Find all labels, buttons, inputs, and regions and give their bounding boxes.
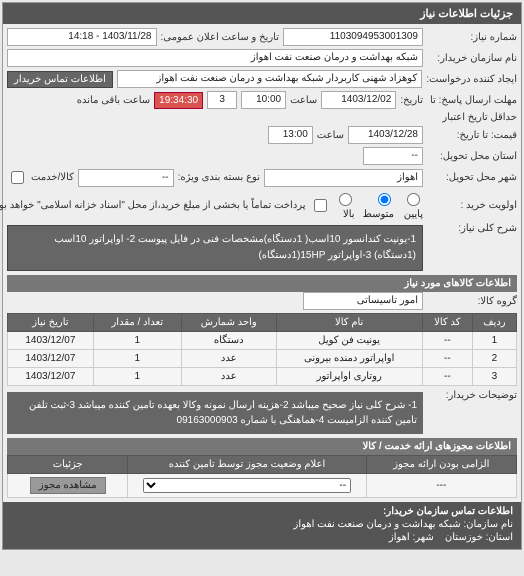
validity-label: حداقل تاریخ اعتبار — [427, 112, 517, 123]
table-cell: 1403/12/07 — [8, 332, 94, 350]
table-row: 2--اواپراتور دمنده بیرونیعدد11403/12/07 — [8, 350, 517, 368]
pcol-2: جزئیات — [8, 456, 128, 474]
permits-header-row: الزامی بودن ارائه مجوز اعلام وضعیت مجوز … — [8, 456, 517, 474]
delivery-city-label: شهر محل تحویل: — [427, 172, 517, 183]
package-value: -- — [78, 169, 174, 187]
validity-date: 1403/12/28 — [348, 126, 423, 144]
form-area: شماره نیاز: 1103094953001309 تاریخ و ساع… — [3, 24, 521, 502]
requester-value: کوهزاد شهنی کاربردار شبکه بهداشت و درمان… — [117, 70, 422, 88]
delivery-city: اهواز — [264, 169, 423, 187]
shipping-label: کالا/خدمت — [31, 172, 74, 183]
table-cell: عدد — [181, 368, 276, 386]
desc-label: شرح کلی نیاز: — [427, 223, 517, 234]
table-cell: 1 — [93, 350, 181, 368]
goods-table: ردیف کد کالا نام کالا واحد شمارش تعداد /… — [7, 313, 517, 386]
priority-low-radio[interactable] — [407, 193, 420, 206]
permits-table: الزامی بودن ارائه مجوز اعلام وضعیت مجوز … — [7, 455, 517, 498]
col-row: ردیف — [472, 314, 516, 332]
table-cell: روتاری اواپراتور — [276, 368, 422, 386]
footer-org: شبکه بهداشت و درمان صنعت نفت اهواز — [294, 519, 461, 530]
buyer-org-value: شبکه بهداشت و درمان صنعت نفت اهواز — [7, 49, 423, 67]
delivery-province-label: استان محل تحویل: — [427, 151, 517, 162]
deadline-date-label: تاریخ: — [400, 95, 423, 106]
table-cell: اواپراتور دمنده بیرونی — [276, 350, 422, 368]
package-label: نوع بسته بندی ویژه: — [178, 172, 260, 183]
buyer-org-label: نام سازمان خریدار: — [427, 53, 517, 64]
pub-time-value: 1403/11/28 - 14:18 — [7, 28, 157, 46]
group-label: گروه کالا: — [427, 296, 517, 307]
deadline-time: 10:00 — [241, 91, 286, 109]
notes-text: 1- شرح کلی نیاز صحیح میباشد 2-هزینه ارسا… — [7, 392, 423, 434]
goods-section-title: اطلاعات کالاهای مورد نیاز — [7, 275, 517, 292]
table-cell: دستگاه — [181, 332, 276, 350]
main-panel: جزئیات اطلاعات نیاز شماره نیاز: 11030949… — [2, 2, 522, 550]
permit-cell-2: مشاهده مجوز — [8, 474, 128, 498]
pcol-0: الزامی بودن ارائه مجوز — [366, 456, 516, 474]
footer-org-label: نام سازمان: — [463, 519, 513, 530]
col-name: نام کالا — [276, 314, 422, 332]
pcol-1: اعلام وضعیت مجوز توسط تامین کننده — [128, 456, 366, 474]
payment-checkbox[interactable] — [314, 199, 327, 212]
permit-status-select[interactable]: -- — [143, 478, 351, 493]
validity-to-label: قیمت: تا تاریخ: — [427, 130, 517, 141]
group-value: امور تاسیساتی — [303, 292, 423, 310]
footer-province-label: استان: — [486, 532, 513, 543]
time-label-1: ساعت — [290, 95, 317, 106]
contact-button[interactable]: اطلاعات تماس خریدار — [7, 71, 113, 88]
permit-cell-1: -- — [128, 474, 366, 498]
col-qty: تعداد / مقدار — [93, 314, 181, 332]
table-cell: یونیت فن کویل — [276, 332, 422, 350]
deadline-label: مهلت ارسال پاسخ: تا — [427, 95, 517, 106]
footer-city: اهواز — [389, 532, 410, 543]
time-label-2: ساعت — [317, 130, 344, 141]
footer-province: خوزستان — [445, 532, 483, 543]
col-date: تاریخ نیاز — [8, 314, 94, 332]
priority-group: پایین متوسط بالا — [334, 190, 423, 220]
validity-time: 13:00 — [268, 126, 313, 144]
table-cell: 1 — [93, 368, 181, 386]
req-no-label: شماره نیاز: — [427, 32, 517, 43]
table-row: 3--روتاری اواپراتورعدد11403/12/07 — [8, 368, 517, 386]
col-unit: واحد شمارش — [181, 314, 276, 332]
priority-mid-radio[interactable] — [378, 193, 391, 206]
payment-note: پرداخت تماماً یا بخشی از مبلغ خرید،از مح… — [0, 200, 306, 211]
desc-value: 1-یونیت کندانسور 10اسب( 1دستگاه)مشخصات ف… — [7, 225, 423, 271]
goods-header-row: ردیف کد کالا نام کالا واحد شمارش تعداد /… — [8, 314, 517, 332]
footer-section: اطلاعات تماس سازمان خریدار: — [11, 506, 513, 517]
notes-label: توضیحات خریدار: — [427, 390, 517, 401]
table-cell: 1 — [93, 332, 181, 350]
table-cell: 1403/12/07 — [8, 368, 94, 386]
table-cell: -- — [422, 332, 472, 350]
view-permit-button[interactable]: مشاهده مجوز — [30, 477, 106, 494]
table-row: 1--یونیت فن کویلدستگاه11403/12/07 — [8, 332, 517, 350]
countdown-time: 19:34:30 — [154, 92, 203, 109]
permit-row: --- -- مشاهده مجوز — [8, 474, 517, 498]
deadline-date: 1403/12/02 — [321, 91, 396, 109]
footer-city-label: شهر: — [412, 532, 433, 543]
table-cell: -- — [422, 350, 472, 368]
priority-high-radio[interactable] — [339, 193, 352, 206]
req-no-value: 1103094953001309 — [283, 28, 423, 46]
panel-title: جزئیات اطلاعات نیاز — [3, 3, 521, 24]
countdown-days: 3 — [207, 91, 237, 109]
shipping-checkbox[interactable] — [11, 171, 24, 184]
table-cell: 1 — [472, 332, 516, 350]
priority-label: اولویت خرید : — [427, 200, 517, 211]
table-cell: -- — [422, 368, 472, 386]
priority-low[interactable]: پایین — [402, 190, 423, 220]
priority-high[interactable]: بالا — [334, 190, 355, 220]
pub-time-label: تاریخ و ساعت اعلان عمومی: — [161, 32, 280, 43]
table-cell: 1403/12/07 — [8, 350, 94, 368]
permits-section-title: اطلاعات مجوزهای ارائه خدمت / کالا — [7, 438, 517, 455]
table-cell: عدد — [181, 350, 276, 368]
table-cell: 2 — [472, 350, 516, 368]
priority-mid[interactable]: متوسط — [363, 190, 394, 220]
table-cell: 3 — [472, 368, 516, 386]
col-code: کد کالا — [422, 314, 472, 332]
delivery-province: -- — [363, 147, 423, 165]
requester-label: ایجاد کننده درخواست: — [426, 74, 517, 85]
countdown-suffix: ساعت باقی مانده — [77, 95, 150, 106]
permit-cell-0: --- — [366, 474, 516, 498]
footer: اطلاعات تماس سازمان خریدار: نام سازمان: … — [3, 502, 521, 549]
